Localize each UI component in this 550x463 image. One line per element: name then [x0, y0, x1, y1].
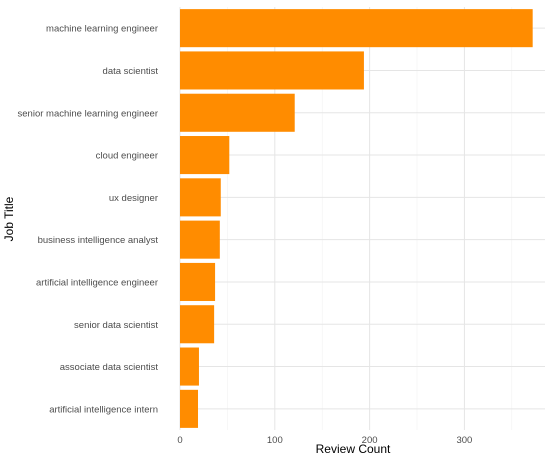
- bars: [180, 9, 533, 428]
- bar: [180, 220, 220, 259]
- x-tick-label: 0: [177, 435, 182, 446]
- bar: [180, 262, 216, 301]
- x-axis-title: Review Count: [316, 442, 391, 456]
- y-tick-label: associate data scientist: [60, 362, 159, 373]
- bar: [180, 93, 295, 132]
- y-tick-label: senior machine learning engineer: [18, 108, 158, 119]
- bar: [180, 9, 533, 48]
- y-tick-label: business intelligence analyst: [38, 235, 159, 246]
- y-tick-label: artificial intelligence intern: [49, 404, 158, 415]
- x-tick-label: 200: [362, 435, 378, 446]
- bar: [180, 51, 364, 90]
- y-tick-label: senior data scientist: [74, 320, 158, 331]
- bar: [180, 136, 230, 175]
- bar: [180, 305, 215, 344]
- x-tick-labels: 0 100 200 300: [177, 435, 472, 446]
- y-tick-labels: machine learning engineer data scientist s…: [18, 24, 159, 416]
- y-tick-label: machine learning engineer: [46, 24, 158, 35]
- x-tick-label: 300: [456, 435, 472, 446]
- y-tick-label: cloud engineer: [96, 151, 158, 162]
- bar: [180, 178, 221, 217]
- bar: [180, 389, 199, 428]
- y-tick-label: ux designer: [109, 193, 158, 204]
- bar: [180, 347, 199, 386]
- x-tick-label: 100: [267, 435, 283, 446]
- y-axis-title: Job Title: [2, 196, 16, 241]
- y-tick-label: artificial intelligence engineer: [36, 277, 158, 288]
- y-tick-label: data scientist: [103, 66, 159, 77]
